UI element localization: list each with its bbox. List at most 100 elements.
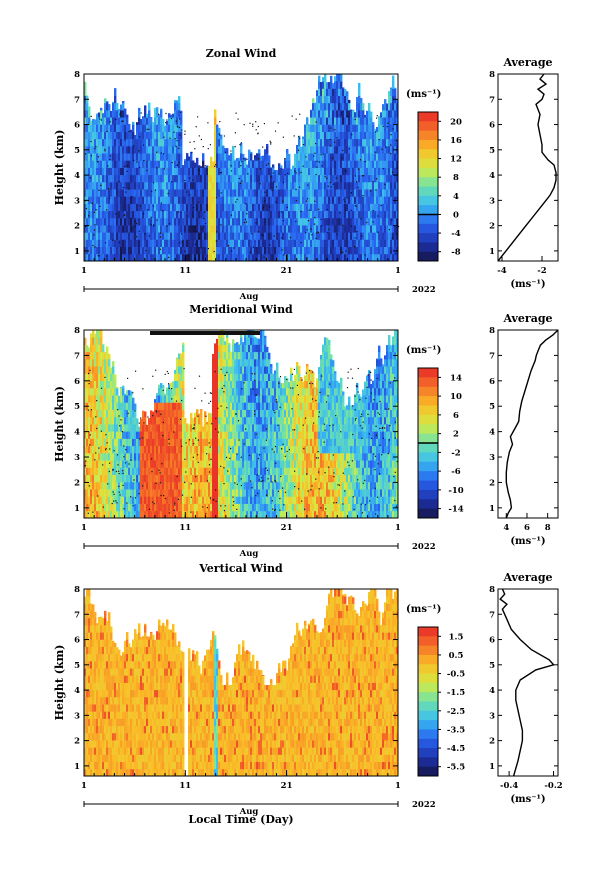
- heatmap-cell: [292, 225, 295, 233]
- heatmap-cell: [166, 217, 169, 226]
- heatmap-cell: [314, 145, 317, 154]
- heatmap-cell: [212, 196, 215, 204]
- heatmap-cell: [348, 138, 351, 147]
- heatmap-cell: [156, 210, 159, 219]
- heatmap-cell: [162, 138, 165, 147]
- heatmap-cell: [338, 210, 341, 219]
- heatmap-cell: [154, 107, 157, 111]
- heatmap-cell: [390, 181, 393, 190]
- heatmap-cell: [98, 366, 101, 374]
- heatmap-cell: [172, 167, 175, 176]
- heatmap-cell: [164, 145, 167, 154]
- heatmap-cell: [320, 167, 323, 176]
- heatmap-cell: [128, 496, 131, 504]
- heatmap-cell: [142, 510, 145, 519]
- heatmap-cell: [362, 196, 365, 204]
- contour-dot: [219, 134, 221, 136]
- heatmap-cell: [92, 452, 95, 461]
- heatmap-cell: [100, 431, 103, 439]
- heatmap-cell: [210, 210, 213, 219]
- heatmap-cell: [180, 174, 183, 183]
- heatmap-cell: [152, 239, 155, 248]
- heatmap-cell: [252, 203, 255, 212]
- heatmap-cell: [112, 467, 115, 476]
- heatmap-cell: [182, 253, 185, 262]
- heatmap-cell: [190, 467, 193, 476]
- heatmap-cell: [214, 366, 217, 374]
- heatmap-cell: [388, 246, 391, 255]
- heatmap-cell: [180, 253, 183, 262]
- heatmap-cell: [178, 124, 181, 132]
- heatmap-cell: [364, 153, 367, 161]
- colorbar-segment: [418, 121, 438, 132]
- heatmap-cell: [220, 351, 223, 360]
- heatmap-cell: [212, 387, 215, 396]
- heatmap-cell: [278, 210, 281, 219]
- colorbar-segment: [418, 177, 438, 187]
- heatmap-cell: [182, 438, 185, 447]
- heatmap-cell: [310, 167, 313, 176]
- heatmap-cell: [138, 167, 141, 176]
- heatmap-cell: [106, 373, 109, 382]
- heatmap-cell: [100, 438, 103, 447]
- contour-dot: [200, 138, 202, 141]
- heatmap-cell: [194, 167, 197, 176]
- contour-dot: [100, 119, 102, 121]
- heatmap-cell: [232, 174, 235, 183]
- contour-dot: [159, 236, 161, 238]
- heatmap-cell: [204, 203, 207, 212]
- heatmap-cell: [208, 496, 211, 504]
- heatmap-cell: [322, 102, 325, 111]
- heatmap-cell: [372, 232, 375, 240]
- heatmap-cell: [328, 138, 331, 147]
- heatmap-cell: [200, 232, 203, 240]
- heatmap-cell: [120, 104, 123, 111]
- heatmap-cell: [116, 203, 119, 212]
- heatmap-cell: [160, 503, 163, 512]
- heatmap-cell: [106, 117, 109, 125]
- heatmap-cell: [98, 373, 101, 382]
- heatmap-cell: [110, 145, 113, 154]
- heatmap-cell: [90, 174, 93, 183]
- heatmap-cell: [92, 160, 95, 168]
- heatmap-cell: [272, 210, 275, 219]
- heatmap-cell: [110, 189, 113, 197]
- contour-dot: [134, 226, 136, 228]
- contour-dot: [148, 128, 150, 130]
- heatmap-cell: [288, 153, 291, 161]
- heatmap-cell: [122, 253, 125, 262]
- heatmap-cell: [188, 438, 191, 447]
- heatmap-cell: [316, 131, 319, 140]
- heatmap-cell: [246, 246, 249, 255]
- heatmap-cell: [182, 416, 185, 425]
- heatmap-cell: [158, 402, 161, 410]
- heatmap-cell: [306, 217, 309, 226]
- heatmap-cell: [318, 131, 321, 140]
- heatmap-cell: [110, 217, 113, 226]
- heatmap-cell: [238, 167, 241, 176]
- heatmap-cell: [336, 232, 339, 240]
- heatmap-cell: [160, 387, 163, 396]
- heatmap-cell: [90, 217, 93, 226]
- heatmap-cell: [88, 167, 91, 176]
- heatmap-cell: [136, 460, 139, 468]
- heatmap-cell: [196, 253, 199, 262]
- heatmap-cell: [214, 380, 217, 389]
- heatmap-cell: [260, 239, 263, 248]
- heatmap-cell: [86, 181, 89, 190]
- heatmap-cell: [132, 424, 135, 432]
- contour-dot: [151, 190, 153, 192]
- heatmap-cell: [240, 142, 243, 147]
- heatmap-cell: [222, 416, 225, 425]
- heatmap-cell: [242, 253, 245, 262]
- contour-dot: [125, 191, 127, 193]
- contour-dot: [234, 146, 236, 148]
- heatmap-cell: [166, 387, 169, 396]
- heatmap-cell: [282, 246, 285, 255]
- heatmap-cell: [222, 395, 225, 403]
- heatmap-cell: [174, 138, 177, 147]
- heatmap-cell: [166, 160, 169, 168]
- heatmap-cell: [98, 167, 101, 176]
- heatmap-cell: [368, 167, 371, 176]
- heatmap-cell: [226, 148, 229, 154]
